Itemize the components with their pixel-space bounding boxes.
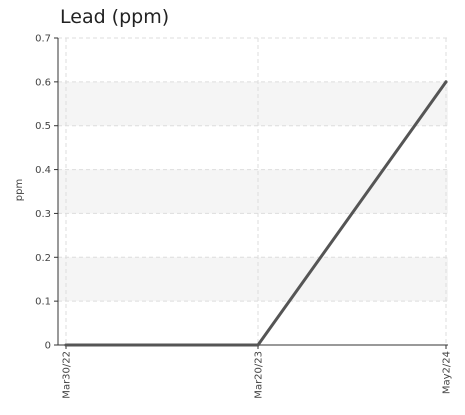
y-tick-label: 0.6	[35, 77, 51, 88]
plot-band	[58, 81, 448, 126]
y-ticks: 0 0.1 0.2 0.3 0.4 0.5 0.6 0.7	[35, 34, 58, 352]
plot-bands	[58, 81, 448, 302]
y-tick-label: 0.7	[35, 34, 51, 45]
x-tick-label: Mar20/23	[254, 351, 265, 399]
y-tick-label: 0.3	[35, 209, 51, 220]
y-tick-label: 0.2	[35, 253, 51, 264]
y-axis-label: ppm	[14, 179, 25, 201]
x-tick-label: Mar30/22	[62, 351, 73, 399]
x-ticks: Mar30/22 Mar20/23 May2/24	[62, 345, 453, 399]
data-point	[64, 343, 68, 347]
y-tick-label: 0	[45, 341, 51, 352]
chart-title: Lead (ppm)	[60, 6, 170, 28]
plot-band	[58, 169, 448, 214]
data-point	[444, 80, 448, 84]
y-tick-label: 0.5	[35, 121, 51, 132]
y-tick-label: 0.4	[35, 165, 51, 176]
x-tick-label: May2/24	[442, 351, 453, 394]
y-tick-label: 0.1	[35, 297, 51, 308]
series-layer	[64, 80, 448, 347]
data-point	[256, 343, 260, 347]
plot-band	[58, 257, 448, 302]
